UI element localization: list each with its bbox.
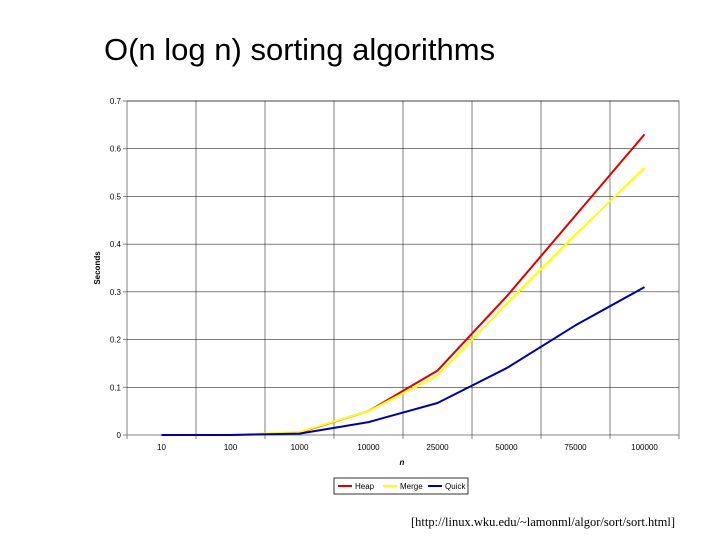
x-axis-ticks: 10 100 1000 10000 25000 50000 75000 100000 xyxy=(126,435,680,452)
y-tick-label: 0.6 xyxy=(110,145,122,154)
y-tick-label: 0.3 xyxy=(110,288,122,297)
y-tick-label: 0.7 xyxy=(110,97,122,106)
y-tick-label: 0.1 xyxy=(110,383,122,392)
x-tick-label: 25000 xyxy=(426,443,449,452)
y-axis-title: Seconds xyxy=(93,251,102,285)
x-tick-label: 10000 xyxy=(357,443,380,452)
slide-title: O(n log n) sorting algorithms xyxy=(104,32,496,67)
series-line-quick xyxy=(161,286,645,436)
series-lines xyxy=(161,133,646,436)
x-tick-label: 1000 xyxy=(291,443,309,452)
x-tick-label: 10 xyxy=(157,443,166,452)
y-tick-label: 0.2 xyxy=(110,336,122,345)
gridlines xyxy=(127,100,679,435)
x-tick-label: 75000 xyxy=(564,443,587,452)
x-axis-title: n xyxy=(400,458,405,467)
y-tick-label: 0.4 xyxy=(110,240,122,249)
legend-label-merge: Merge xyxy=(400,482,423,491)
legend-label-heap: Heap xyxy=(355,482,375,491)
x-tick-label: 50000 xyxy=(495,443,518,452)
x-tick-label: 100 xyxy=(224,443,238,452)
legend-box xyxy=(333,477,469,495)
y-tick-label: 0.5 xyxy=(110,192,122,201)
legend: Heap Merge Quick xyxy=(333,477,469,495)
legend-label-quick: Quick xyxy=(445,482,466,491)
source-citation: [http://linux.wku.edu/~lamonml/algor/sor… xyxy=(411,515,676,529)
x-tick-label: 100000 xyxy=(631,443,658,452)
y-axis-ticks: 0 0.1 0.2 0.3 0.4 0.5 0.6 0.7 xyxy=(110,97,127,440)
y-tick-label: 0 xyxy=(117,431,122,440)
